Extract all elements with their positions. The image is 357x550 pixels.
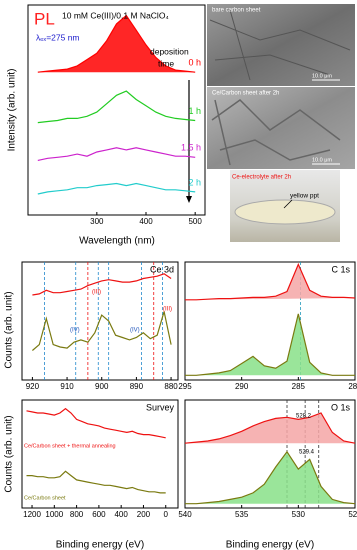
plot-frame (184, 399, 356, 509)
plot-frame (21, 261, 179, 381)
area (185, 451, 355, 504)
scale-label: 10.0 μm (312, 157, 332, 163)
area (185, 413, 355, 444)
line (32, 311, 172, 351)
x-tick-label: 1000 (45, 510, 63, 519)
line (185, 450, 356, 505)
scale-label: 10.0 μm (312, 73, 332, 79)
plot-frame (184, 261, 356, 381)
series-label: 0 h (188, 58, 201, 68)
photo-annotation: yellow ppt (290, 193, 319, 200)
x-tick-label: 280 (348, 382, 357, 391)
series-label: 2 h (188, 177, 201, 187)
x-tick-label: 290 (235, 382, 249, 391)
x-tick-label: 920 (26, 382, 40, 391)
x-tick-label: 880 (164, 382, 178, 391)
series-label: 1.5 h (181, 143, 201, 153)
x-tick-label: 0 (164, 510, 169, 519)
sem-image (207, 4, 355, 86)
panel-title: O 1s (331, 402, 351, 412)
panel-title: PL (34, 9, 55, 28)
x-axis-label: Binding energy (eV) (226, 540, 314, 550)
x-tick-label: 500 (188, 217, 202, 226)
x-tick-label: 525 (348, 510, 357, 519)
sem-texture (211, 99, 341, 166)
line (26, 407, 166, 439)
x-tick-label: 1200 (23, 510, 41, 519)
series-label: Ce/Carbon sheet + thermal annealing (24, 443, 116, 449)
plot-frame (27, 4, 206, 216)
annotation: time (158, 58, 174, 68)
x-tick-label: 600 (92, 510, 106, 519)
line (37, 90, 196, 124)
x-tick-label: 910 (60, 382, 74, 391)
beaker (234, 199, 336, 225)
area (185, 264, 355, 300)
panel-title: Survey (146, 402, 175, 412)
x-tick-label: 295 (178, 382, 192, 391)
annotation: 528.2 (296, 414, 312, 420)
line (185, 262, 356, 301)
x-tick-label: 540 (178, 510, 192, 519)
x-tick-label: 285 (292, 382, 306, 391)
annotation: deposition (150, 46, 189, 56)
x-tick-label: 300 (90, 217, 104, 226)
line (37, 14, 196, 73)
line (37, 182, 196, 195)
image-label: bare carbon sheet (212, 8, 261, 14)
annotation: (IV) (70, 328, 80, 334)
x-tick-label: 400 (139, 217, 153, 226)
sem-image (207, 87, 355, 169)
annotation: (IV) (130, 328, 140, 334)
y-axis-label: Counts (arb. unit) (4, 291, 15, 368)
x-tick-label: 800 (70, 510, 84, 519)
panel-title: C 1s (331, 264, 350, 274)
annotation: 529.4 (299, 450, 315, 456)
line (32, 273, 172, 296)
x-tick-label: 400 (114, 510, 128, 519)
x-tick-label: 900 (95, 382, 109, 391)
image-label: Ce/Carbon sheet after 2h (212, 91, 279, 97)
x-tick-label: 535 (235, 510, 249, 519)
x-axis-label: Wavelength (nm) (79, 236, 155, 247)
sem-texture (209, 9, 351, 81)
annotation: (III) (92, 290, 101, 296)
line (37, 147, 196, 161)
series-label: 1 h (188, 106, 201, 116)
line (184, 412, 356, 444)
annotation: λₑₓ=275 nm (36, 32, 80, 42)
arrow (283, 199, 293, 209)
x-tick-label: 530 (292, 510, 306, 519)
x-tick-label: 890 (130, 382, 144, 391)
y-axis-label: Intensity (arb. unit) (7, 69, 18, 152)
x-tick-label: 200 (137, 510, 151, 519)
x-axis-label: Binding energy (eV) (56, 540, 144, 550)
annotation: 10 mM Ce(III)/0.1 M NaClO₄ (62, 10, 169, 20)
image-label: Ce-electrolyte after 2h (232, 175, 291, 181)
series-label: Ce/Carbon sheet (24, 495, 66, 501)
plot-frame (21, 399, 179, 509)
panel-title: Ce 3d (150, 264, 174, 274)
time-arrow-head (186, 196, 192, 203)
area (185, 313, 355, 376)
y-axis-label: Counts (arb. unit) (4, 415, 15, 492)
line (26, 470, 166, 494)
annotation: (III) (163, 307, 172, 313)
line (185, 313, 355, 376)
